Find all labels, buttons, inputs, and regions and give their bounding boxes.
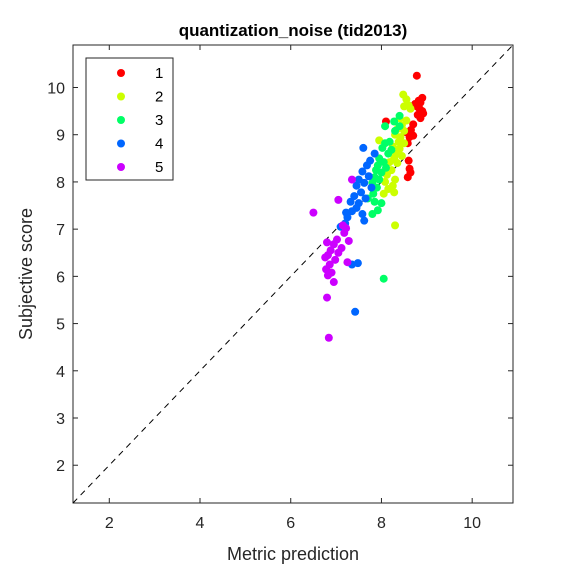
data-point-series-2 [397, 151, 406, 160]
y-tick-label: 10 [47, 80, 65, 97]
data-point-series-3 [377, 168, 386, 177]
data-point-series-1 [416, 114, 425, 123]
legend-marker-5 [117, 163, 125, 171]
y-axis-label: Subjective score [16, 208, 36, 340]
data-point-series-4 [357, 188, 366, 197]
y-tick-label: 6 [56, 269, 65, 286]
data-point-series-3 [377, 199, 386, 208]
data-point-series-3 [381, 122, 390, 131]
data-point-series-5 [334, 248, 343, 257]
data-point-series-3 [369, 189, 378, 198]
data-point-series-5 [340, 228, 349, 237]
data-point-series-5 [323, 271, 332, 280]
y-tick-label: 7 [56, 222, 65, 239]
data-point-series-4 [359, 143, 368, 152]
data-point-series-2 [402, 95, 411, 104]
data-point-series-4 [343, 213, 352, 222]
legend-marker-4 [117, 139, 125, 148]
data-point-series-3 [390, 117, 399, 126]
data-point-series-5 [334, 195, 343, 204]
data-point-series-3 [375, 175, 384, 184]
data-point-series-5 [329, 240, 338, 249]
data-point-series-2 [406, 104, 415, 113]
x-tick-label: 4 [196, 515, 205, 532]
data-point-series-5 [309, 208, 318, 217]
data-point-series-3 [368, 210, 377, 219]
data-point-series-2 [390, 188, 399, 197]
data-point-series-4 [358, 167, 367, 176]
data-point-series-5 [323, 293, 332, 302]
data-point-series-4 [360, 216, 369, 225]
x-axis-ticks: 2 4 6 8 10 [105, 45, 481, 532]
data-point-series-5 [329, 278, 338, 287]
legend-label-2: 2 [155, 89, 163, 106]
data-point-series-1 [418, 93, 427, 102]
data-point-series-5 [323, 238, 332, 247]
identity-line [72, 44, 514, 504]
data-point-series-5 [343, 258, 352, 267]
data-point-series-4 [367, 183, 376, 192]
data-point-series-2 [391, 175, 400, 184]
x-tick-label: 8 [377, 515, 386, 532]
legend-marker-3 [117, 116, 125, 124]
y-axis-ticks: 2 3 4 5 6 7 8 9 10 [47, 80, 513, 475]
data-point-series-2 [385, 158, 394, 167]
data-point-series-1 [405, 133, 414, 142]
data-point-series-2 [393, 159, 402, 168]
data-point-series-2 [379, 189, 388, 198]
x-axis-label: Metric prediction [227, 544, 359, 564]
y-tick-label: 4 [56, 364, 65, 381]
data-point-series-1 [412, 71, 421, 80]
legend-box [85, 57, 174, 181]
chart-title: quantization_noise (tid2013) [179, 21, 408, 40]
x-tick-label: 10 [463, 515, 481, 532]
data-point-series-2 [400, 102, 409, 111]
data-point-series-4 [364, 172, 373, 181]
legend-marker-2 [117, 92, 125, 101]
y-tick-label: 8 [56, 175, 65, 192]
data-point-series-3 [384, 149, 393, 158]
data-point-series-5 [344, 236, 353, 245]
data-point-series-4 [361, 194, 370, 203]
data-point-series-4 [352, 181, 361, 190]
legend-label-3: 3 [155, 112, 163, 129]
y-tick-label: 3 [56, 411, 65, 428]
data-point-series-4 [351, 307, 360, 316]
data-point-series-5 [324, 333, 333, 342]
data-point-series-4 [360, 178, 369, 187]
data-point-series-3 [391, 126, 400, 135]
data-point-series-4 [362, 161, 371, 170]
legend-marker-1 [117, 69, 125, 77]
data-point-series-2 [400, 139, 409, 148]
x-tick-label: 2 [105, 515, 114, 532]
data-point-series-3 [395, 111, 404, 120]
x-tick-label: 6 [286, 515, 295, 532]
legend-label-4: 4 [155, 136, 163, 153]
data-point-series-5 [347, 175, 356, 184]
data-point-series-3 [378, 143, 387, 152]
data-point-series-4 [370, 149, 379, 158]
data-point-series-4 [350, 192, 359, 201]
legend-label-5: 5 [155, 159, 163, 176]
y-tick-label: 5 [56, 317, 65, 334]
data-points [309, 71, 428, 342]
legend-label-1: 1 [155, 65, 163, 82]
data-point-series-5 [331, 255, 340, 264]
data-point-series-5 [321, 253, 330, 262]
data-point-series-4 [358, 210, 367, 219]
data-point-series-2 [391, 221, 400, 230]
data-point-series-1 [404, 156, 413, 165]
data-point-series-3 [379, 274, 388, 283]
y-tick-label: 9 [56, 128, 65, 145]
data-point-series-4 [346, 197, 355, 206]
data-point-series-1 [403, 173, 412, 182]
legend: 1 2 3 4 5 [85, 57, 174, 181]
data-point-series-3 [370, 197, 379, 206]
y-tick-label: 2 [56, 458, 65, 475]
